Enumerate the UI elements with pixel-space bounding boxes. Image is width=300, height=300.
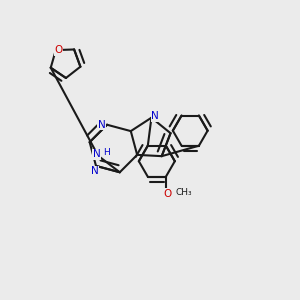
Text: N: N [98,120,106,130]
Text: N: N [91,166,98,176]
Text: O: O [54,45,62,55]
Text: N: N [151,111,159,121]
Text: N: N [93,149,101,159]
Text: CH₃: CH₃ [176,188,192,197]
Text: O: O [163,189,172,199]
Text: H: H [103,148,110,157]
